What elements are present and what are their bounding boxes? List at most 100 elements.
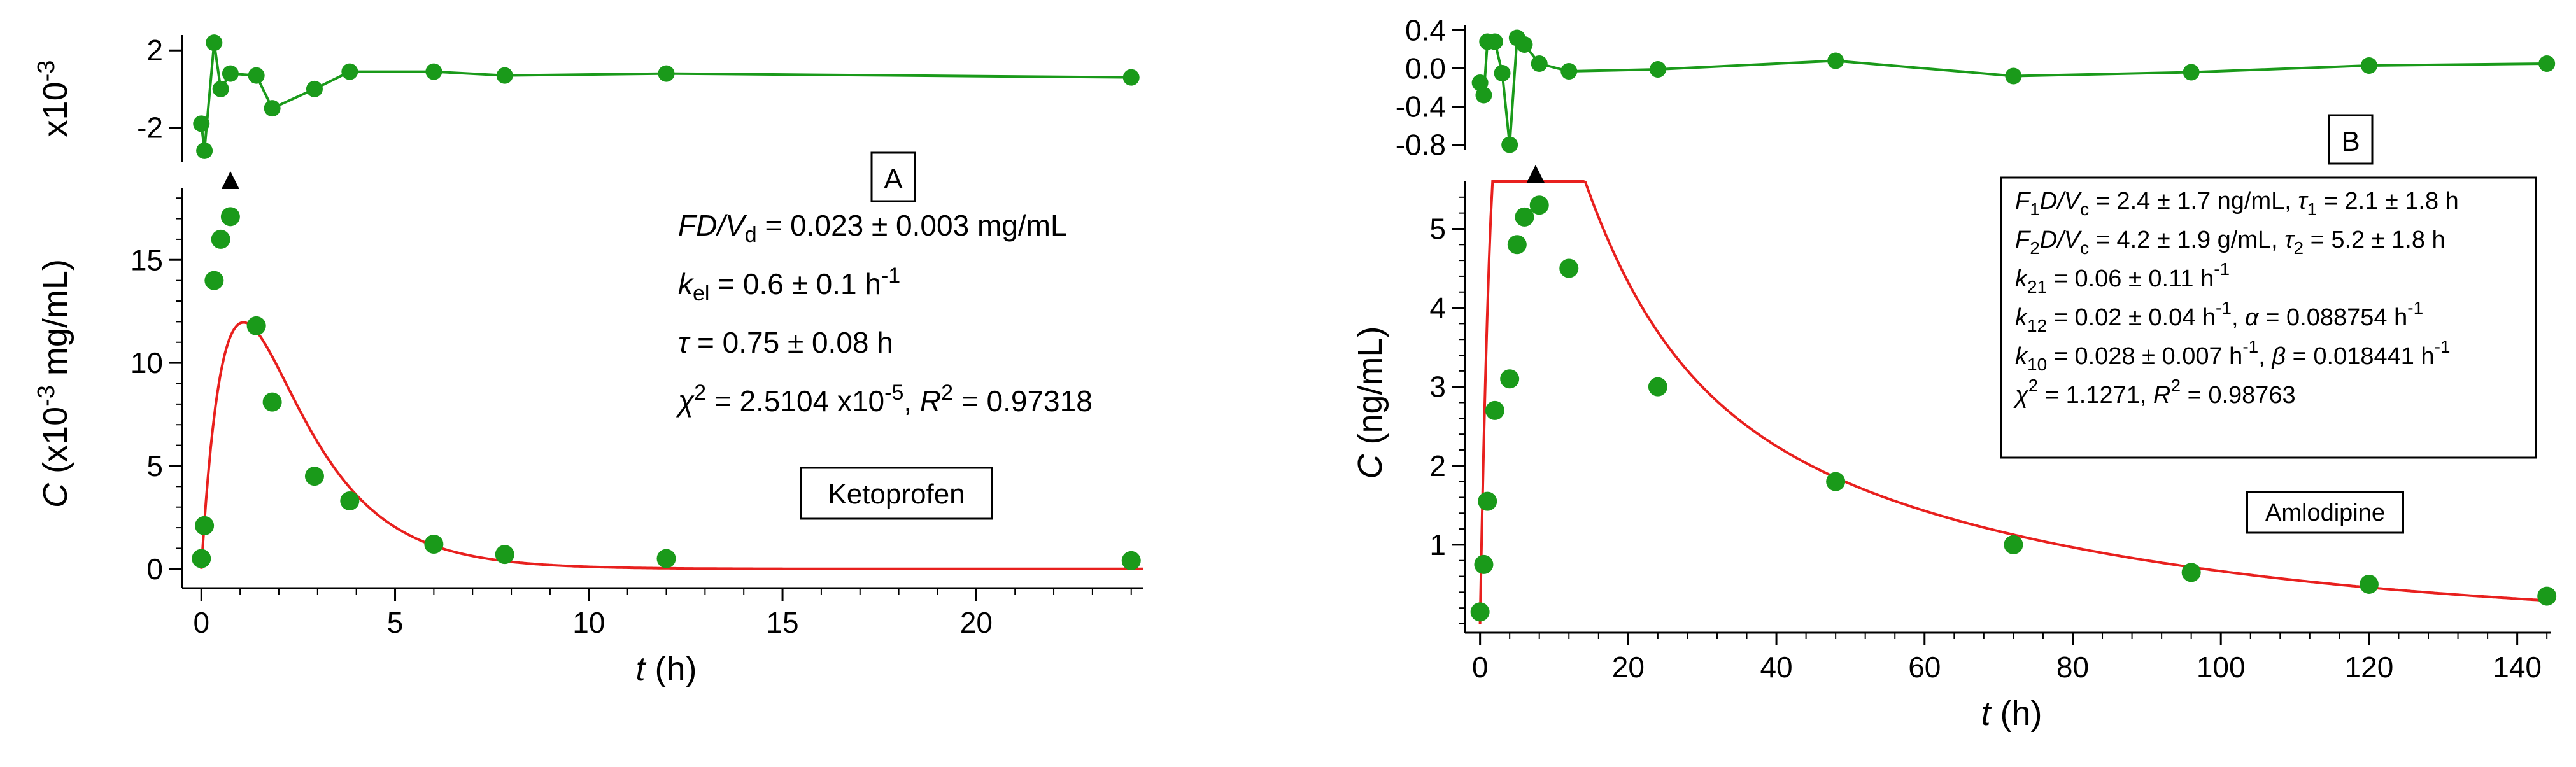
y-axis-exp: -3 [33,385,60,407]
x-tick-label: 10 [572,606,605,639]
subscript: 12 [2027,316,2047,335]
residual-point [1560,63,1578,80]
data-point [495,545,514,565]
y-axis-var: C [1351,454,1389,479]
residual-point [206,34,223,52]
tmax-arrow-icon [1526,165,1545,183]
value-text: = 2.1 ± 1.8 h [2317,188,2459,215]
residual-point [1475,87,1492,104]
residual-point [1649,61,1666,78]
data-point [2181,563,2201,582]
parameters-box [2000,176,2537,459]
drug-name: Ketoprofen [828,479,965,510]
y-tick-label: 10 [131,346,163,379]
variable-text: τ [2298,188,2309,215]
variable-text: D/V [2040,188,2083,215]
value-text: = 0.02 ± 0.04 h [2047,304,2216,331]
data-point [246,316,266,335]
superscript: 2 [941,381,953,405]
residual-point [1501,136,1518,153]
residual-line [200,42,1131,151]
subscript: 1 [2030,199,2040,219]
data-point [1478,491,1497,511]
drug-name-box [800,467,993,520]
y-axis-label: C (ng/mL) [1351,326,1389,479]
value-text: = 0.06 ± 0.11 h [2047,265,2214,292]
residual-tick-label: -2 [137,111,163,144]
parameter-line: FD/Vd = 0.023 ± 0.003 mg/mL [678,209,1067,247]
value-text: = 5.2 ± 1.8 h [2304,227,2445,253]
residual-point [1122,69,1140,86]
residual-point [2538,55,2556,72]
value-text: = 2.5104 x10 [706,384,884,418]
subscript: 2 [2293,238,2304,258]
y-tick-label: 3 [1429,370,1446,404]
data-point [656,549,676,568]
variable-text: F [2015,188,2031,215]
residual-point [341,63,358,80]
data-point [262,392,282,412]
tmax-arrow-icon [221,171,239,189]
data-point [2004,535,2023,554]
data-point [1470,602,1490,622]
data-point [304,467,324,486]
value-text: = 1.1271, [2038,382,2153,409]
variable-text: α [2245,304,2260,331]
x-axis-var: t [635,650,646,688]
residual-tick-label: 0.0 [1405,52,1446,85]
x-tick-label: 20 [960,606,993,639]
data-point [340,491,360,510]
x-tick-label: 120 [2345,651,2394,684]
value-text: = 0.028 ± 0.007 h [2047,343,2242,370]
parameter-line: k21 = 0.06 ± 0.11 h-1 [2015,259,2230,297]
residual-point [658,65,675,82]
x-axis-var: t [1981,694,1992,733]
data-point [1500,369,1520,389]
subscript: 10 [2027,355,2047,374]
superscript: 2 [2170,376,2181,395]
residual-point [248,67,265,84]
x-tick-label: 80 [2056,651,2089,684]
separator-text: , [2232,304,2245,331]
parameter-line: F2D/Vc = 4.2 ± 1.9 g/mL, τ2 = 5.2 ± 1.8 … [2015,227,2445,258]
residual-point [264,100,281,117]
data-point [1507,235,1527,255]
residual-point [222,65,239,82]
variable-text: FD/V [678,209,747,242]
subscript: d [745,223,757,247]
parameter-line: F1D/Vc = 2.4 ± 1.7 ng/mL, τ1 = 2.1 ± 1.8… [2015,188,2459,219]
residual-point [193,115,210,132]
data-point [1826,472,1846,491]
variable-text: k [678,267,694,300]
residual-point [425,63,442,80]
y-axis-var: C [36,482,74,508]
x-tick-label: 100 [2197,651,2246,684]
x-tick-label: 5 [387,606,404,639]
panel-label-box [2328,114,2374,165]
variable-text: k [2015,304,2028,331]
fit-curve [200,321,1143,570]
subscript: c [2080,238,2089,258]
data-point [1559,258,1579,278]
data-point [1485,400,1504,420]
value-text: = 0.023 ± 0.003 mg/mL [757,209,1067,242]
superscript: -5 [884,381,903,405]
y-tick-label: 0 [146,552,163,586]
panel-label: A [884,164,903,195]
parameter-line: k10 = 0.028 ± 0.007 h-1, β = 0.018441 h-… [2015,337,2450,374]
value-text: = 0.018441 h [2286,343,2435,370]
parameter-line: kel = 0.6 ± 0.1 h-1 [678,264,900,306]
value-text: = 0.97318 [953,384,1093,418]
y-axis-unit: (x10 [36,407,74,483]
data-point [2359,574,2379,594]
variable-text: τ [678,326,691,359]
subscript: el [693,281,709,306]
residual-point [2183,64,2200,81]
residual-tick-label: 2 [146,34,163,67]
separator-text: , [903,384,920,418]
x-tick-label: 0 [1472,651,1489,684]
residual-point [2005,67,2022,85]
data-point [1121,551,1141,570]
